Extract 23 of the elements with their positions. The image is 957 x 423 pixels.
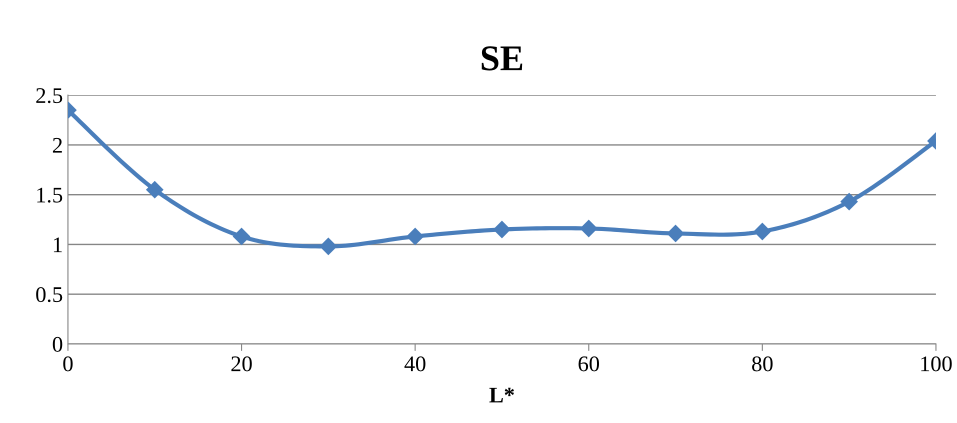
x-tick-label: 60 <box>578 356 600 372</box>
x-tick-label: 20 <box>231 356 252 372</box>
point <box>406 228 424 245</box>
x-tick-label: 40 <box>404 356 426 372</box>
x-tick-label: 100 <box>921 356 952 372</box>
point <box>320 238 337 255</box>
point <box>146 181 164 198</box>
point <box>493 220 510 238</box>
chart-title: SE <box>482 46 522 71</box>
x-tick-label: 80 <box>752 356 773 372</box>
y-tick-label: 0.5 <box>36 287 62 302</box>
point <box>232 228 250 245</box>
x-tick-label: 0 <box>63 356 73 372</box>
x-axis-title: L* <box>489 388 514 402</box>
y-tick-label: 1 <box>54 237 62 252</box>
y-tick-label: 1.5 <box>37 188 62 203</box>
point <box>580 220 598 238</box>
y-tick-label: 2 <box>52 138 62 153</box>
point <box>666 224 684 242</box>
point <box>840 193 858 210</box>
y-tick-label: 2.5 <box>36 88 62 104</box>
point <box>754 222 771 240</box>
y-tick-label: 0 <box>52 336 62 352</box>
